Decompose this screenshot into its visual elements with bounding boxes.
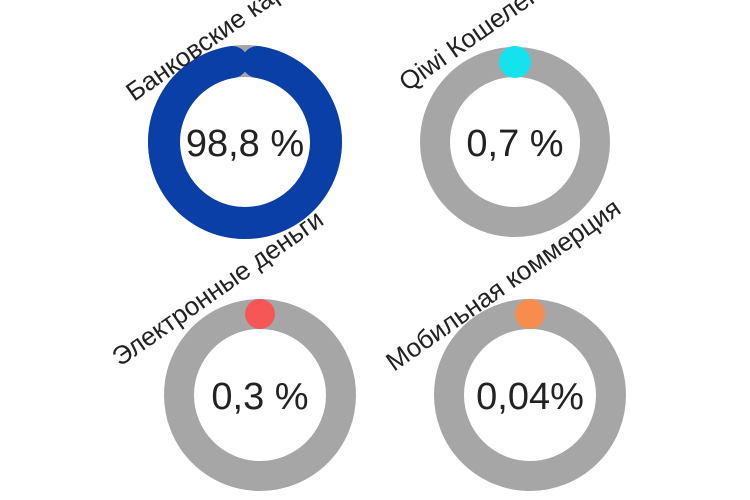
- donut-value-dot: [515, 299, 545, 329]
- donut-percent-label: 0,3 %: [211, 376, 308, 418]
- donut-value-dot: [245, 299, 275, 329]
- donut-value-dot: [499, 46, 531, 78]
- donut-chart-bank-cards: 98,8 % Банковские карты: [120, 0, 342, 239]
- donut-percent-label: 0,04%: [476, 376, 584, 418]
- donut-value-arc: [148, 46, 342, 239]
- donut-percent-label: 0,7 %: [466, 123, 563, 165]
- donut-percent-label: 98,8 %: [186, 123, 304, 165]
- donut-chart-qiwi-wallet: 0,7 % Qiwi Кошелек: [393, 0, 610, 237]
- donut-chart-e-money: 0,3 % Электронные деньги: [106, 204, 356, 491]
